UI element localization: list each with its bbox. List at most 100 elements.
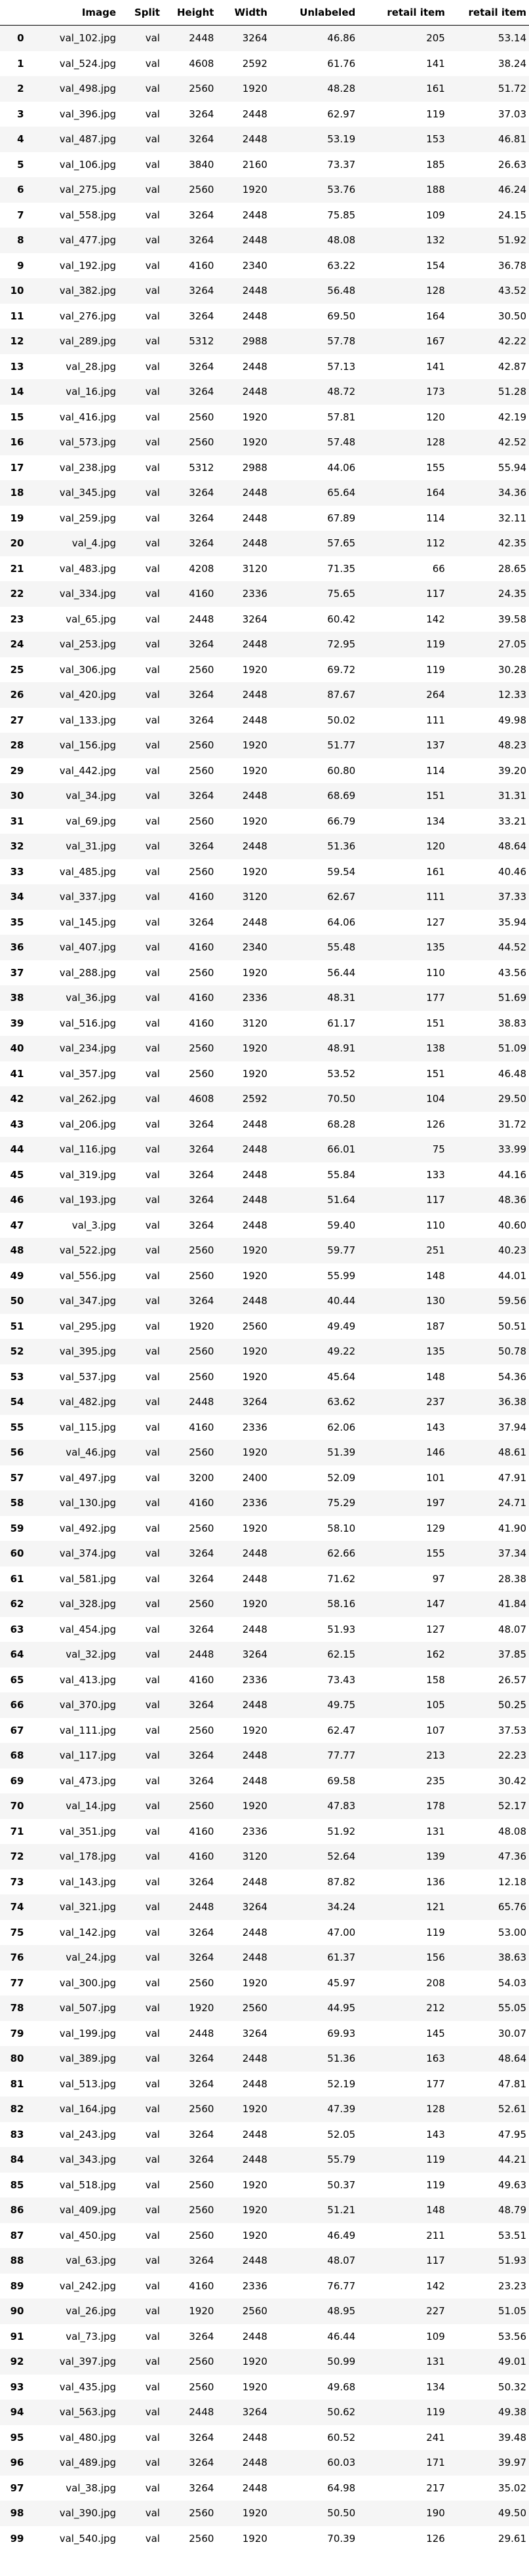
row-index: 36	[0, 935, 33, 960]
split: val	[117, 1667, 163, 1692]
unlabeled-percent: 51.93	[269, 1616, 358, 1642]
width: 1920	[216, 1440, 269, 1465]
image-name: val_482.jpg	[33, 1389, 118, 1415]
retail-item-count: 208	[357, 1970, 447, 1995]
table-row: 45 val_319.jpg val 3264 2448 55.84 133 44.16	[0, 1162, 529, 1187]
row-index: 3	[0, 101, 33, 127]
width: 2448	[216, 2248, 269, 2274]
table-row: 84 val_343.jpg val 3264 2448 55.79 119 44.21	[0, 2147, 529, 2173]
retail-item-count: 110	[357, 960, 447, 985]
retail-item-percent: 38.24	[446, 51, 529, 76]
width: 2336	[216, 1414, 269, 1440]
image-name: val_46.jpg	[33, 1440, 118, 1465]
height: 4160	[162, 1818, 216, 1844]
unlabeled-percent: 50.99	[269, 2349, 358, 2375]
table-row: 90 val_26.jpg val 1920 2560 48.95 227 51.05	[0, 2299, 529, 2324]
image-name: val_111.jpg	[33, 1717, 118, 1743]
table-row: 67 val_111.jpg val 2560 1920 62.47 107 37.53	[0, 1717, 529, 1743]
split: val	[117, 1061, 163, 1086]
row-index: 78	[0, 1995, 33, 2021]
height: 2560	[162, 1793, 216, 1819]
width: 1920	[216, 76, 269, 102]
height: 4160	[162, 1844, 216, 1870]
retail-item-count: 141	[357, 51, 447, 76]
width: 2448	[216, 1768, 269, 1793]
unlabeled-percent: 62.67	[269, 884, 358, 910]
height: 3264	[162, 1137, 216, 1162]
retail-item-count: 136	[357, 1869, 447, 1894]
image-name: val_3.jpg	[33, 1212, 118, 1238]
unlabeled-percent: 62.15	[269, 1642, 358, 1667]
height: 3264	[162, 682, 216, 708]
retail-item-count: 163	[357, 2046, 447, 2072]
unlabeled-percent: 51.39	[269, 1440, 358, 1465]
width: 2448	[216, 682, 269, 708]
width: 3120	[216, 1844, 269, 1870]
width: 2448	[216, 1288, 269, 1314]
width: 2448	[216, 707, 269, 733]
height: 3264	[162, 2147, 216, 2173]
image-name: val_133.jpg	[33, 707, 118, 733]
image-name: val_334.jpg	[33, 581, 118, 607]
height: 3264	[162, 379, 216, 405]
row-index: 11	[0, 303, 33, 329]
height: 5312	[162, 329, 216, 354]
row-index: 22	[0, 581, 33, 607]
unlabeled-percent: 62.47	[269, 1717, 358, 1743]
split: val	[117, 2273, 163, 2299]
split: val	[117, 2450, 163, 2476]
table-row: 16 val_573.jpg val 2560 1920 57.48 128 42.52	[0, 430, 529, 455]
table-row: 32 val_31.jpg val 3264 2448 51.36 120 48.64	[0, 834, 529, 859]
image-name: val_14.jpg	[33, 1793, 118, 1819]
unlabeled-percent: 59.54	[269, 859, 358, 884]
row-index: 58	[0, 1490, 33, 1516]
width: 1920	[216, 2374, 269, 2400]
row-index: 35	[0, 909, 33, 935]
height: 3264	[162, 1945, 216, 1971]
retail-item-count: 137	[357, 733, 447, 758]
width: 1920	[216, 404, 269, 430]
height: 3264	[162, 303, 216, 329]
retail-item-count: 97	[357, 1566, 447, 1591]
height: 2560	[162, 430, 216, 455]
retail-item-count: 135	[357, 1339, 447, 1364]
width: 2448	[216, 1187, 269, 1213]
table-row: 66 val_370.jpg val 3264 2448 49.75 105 50.25	[0, 1692, 529, 1718]
width: 1920	[216, 859, 269, 884]
row-index: 18	[0, 480, 33, 506]
image-name: val_374.jpg	[33, 1541, 118, 1566]
retail-item-percent: 65.76	[446, 1894, 529, 1920]
width: 2448	[216, 202, 269, 228]
table-row: 22 val_334.jpg val 4160 2336 75.65 117 24.35	[0, 581, 529, 607]
table-row: 20 val_4.jpg val 3264 2448 57.65 112 42.35	[0, 531, 529, 556]
row-index: 14	[0, 379, 33, 405]
image-name: val_389.jpg	[33, 2046, 118, 2072]
table-row: 30 val_34.jpg val 3264 2448 68.69 151 31.31	[0, 783, 529, 809]
width: 3264	[216, 25, 269, 51]
split: val	[117, 531, 163, 556]
retail-item-count: 66	[357, 556, 447, 581]
retail-item-percent: 49.50	[446, 2501, 529, 2526]
height: 2448	[162, 2020, 216, 2046]
image-name: val_238.jpg	[33, 455, 118, 480]
unlabeled-percent: 55.84	[269, 1162, 358, 1187]
table-row: 55 val_115.jpg val 4160 2336 62.06 143 37.94	[0, 1414, 529, 1440]
retail-item-percent: 50.32	[446, 2374, 529, 2400]
table-row: 79 val_199.jpg val 2448 3264 69.93 145 30.07	[0, 2020, 529, 2046]
height: 2560	[162, 1238, 216, 1263]
unlabeled-percent: 62.97	[269, 101, 358, 127]
height: 3264	[162, 1616, 216, 1642]
image-name: val_485.jpg	[33, 859, 118, 884]
width: 1920	[216, 2349, 269, 2375]
retail-item-percent: 31.31	[446, 783, 529, 809]
table-row: 89 val_242.jpg val 4160 2336 76.77 142 23.23	[0, 2273, 529, 2299]
unlabeled-percent: 40.44	[269, 1288, 358, 1314]
table-row: 41 val_357.jpg val 2560 1920 53.52 151 46.48	[0, 1061, 529, 1086]
retail-item-count: 75	[357, 1137, 447, 1162]
retail-item-count: 164	[357, 480, 447, 506]
retail-item-percent: 40.60	[446, 1212, 529, 1238]
retail-item-count: 188	[357, 177, 447, 203]
row-index: 28	[0, 733, 33, 758]
image-name: val_382.jpg	[33, 278, 118, 304]
split: val	[117, 606, 163, 632]
